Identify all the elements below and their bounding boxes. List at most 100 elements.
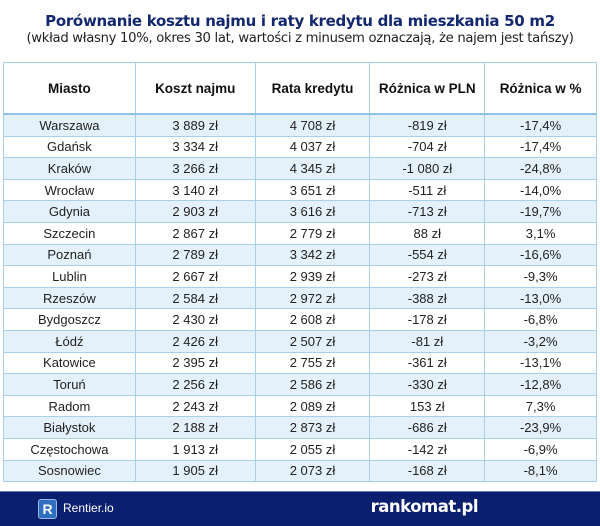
table-cell: 4 345 zł	[254, 157, 371, 180]
table-cell: -24,8%	[484, 157, 597, 180]
table-cell: -704 zł	[369, 135, 486, 159]
table-cell: 3 342 zł	[254, 243, 371, 267]
table-cell: -13,0%	[484, 286, 597, 310]
table-cell: 2 073 zł	[254, 459, 371, 483]
table-cell: -142 zł	[369, 437, 486, 461]
table-cell: 153 zł	[369, 394, 486, 418]
table-cell: 3 616 zł	[254, 200, 371, 223]
table-cell: 1 905 zł	[134, 459, 256, 483]
table-cell: Kraków	[3, 157, 136, 180]
table-cell: Rzeszów	[3, 286, 136, 310]
table-cell: 1 913 zł	[134, 437, 256, 461]
table-row: Bydgoszcz 2 430 zł 2 608 zł -178 zł -6,8%	[3, 308, 597, 331]
table-row: Warszawa 3 889 zł 4 708 zł -819 zł -17,4%	[3, 113, 597, 137]
table-cell: -16,6%	[484, 243, 597, 267]
table-cell: -168 zł	[369, 459, 486, 483]
table-cell: 3 651 zł	[254, 178, 371, 202]
table-cell: -19,7%	[484, 200, 597, 223]
table-cell: 3,1%	[484, 221, 597, 245]
table-cell: Warszawa	[3, 113, 136, 137]
table-cell: -686 zł	[369, 416, 486, 439]
table-cell: -361 zł	[369, 351, 486, 375]
table-cell: -178 zł	[369, 308, 486, 331]
column-header: Różnica w PLN	[369, 62, 486, 115]
table-cell: Katowice	[3, 351, 136, 375]
table-cell: -554 zł	[369, 243, 486, 267]
table-cell: Bydgoszcz	[3, 308, 136, 331]
table-cell: 7,3%	[484, 394, 597, 418]
table-row: Gdańsk 3 334 zł 4 037 zł -704 zł -17,4%	[3, 135, 597, 159]
table-cell: -12,8%	[484, 373, 597, 396]
table-cell: 2 586 zł	[254, 373, 371, 396]
column-header: Miasto	[3, 62, 136, 115]
table-cell: -6,8%	[484, 308, 597, 331]
table-cell: -17,4%	[484, 113, 597, 137]
table-row: Poznań 2 789 zł 3 342 zł -554 zł -16,6%	[3, 243, 597, 267]
table-cell: -819 zł	[369, 113, 486, 137]
page-title: Porównanie kosztu najmu i raty kredytu d…	[45, 12, 555, 30]
table-cell: Wrocław	[3, 178, 136, 202]
table-row: Sosnowiec 1 905 zł 2 073 zł -168 zł -8,1%	[3, 459, 597, 483]
table-cell: 3 140 zł	[134, 178, 256, 202]
table-cell: 3 334 zł	[134, 135, 256, 159]
table-cell: -713 zł	[369, 200, 486, 223]
table-cell: Radom	[3, 394, 136, 418]
table-cell: Poznań	[3, 243, 136, 267]
column-header: Rata kredytu	[254, 62, 371, 115]
rankomat-logo: rankomat.pl	[370, 497, 479, 516]
table-cell: 2 507 zł	[254, 329, 371, 353]
table-cell: 4 037 zł	[254, 135, 371, 159]
column-header: Różnica w %	[484, 62, 597, 115]
table-cell: 2 903 zł	[134, 200, 256, 223]
table-cell: 2 256 zł	[134, 373, 256, 396]
table-row: Lublin 2 667 zł 2 939 zł -273 zł -9,3%	[3, 265, 597, 288]
table-row: Radom 2 243 zł 2 089 zł 153 zł 7,3%	[3, 394, 597, 418]
table-cell: -3,2%	[484, 329, 597, 353]
comparison-table: Miasto Koszt najmu Rata kredytu Różnica w P…	[3, 62, 597, 483]
table-cell: -23,9%	[484, 416, 597, 439]
rentier-logo-icon: R	[38, 499, 57, 519]
table-cell: 2 430 zł	[134, 308, 256, 331]
table-cell: -8,1%	[484, 459, 597, 483]
table-cell: Lublin	[3, 265, 136, 288]
table-cell: 2 243 zł	[134, 394, 256, 418]
table-row: Wrocław 3 140 zł 3 651 zł -511 zł -14,0%	[3, 178, 597, 202]
table-cell: Sosnowiec	[3, 459, 136, 483]
table-cell: 2 426 zł	[134, 329, 256, 353]
table-row: Białystok 2 188 zł 2 873 zł -686 zł -23,9%	[3, 416, 597, 439]
table-cell: 4 708 zł	[254, 113, 371, 137]
table-cell: 2 789 zł	[134, 243, 256, 267]
table-row: Łódź 2 426 zł 2 507 zł -81 zł -3,2%	[3, 329, 597, 353]
table-cell: -9,3%	[484, 265, 597, 288]
table-cell: -17,4%	[484, 135, 597, 159]
table-cell: 2 972 zł	[254, 286, 371, 310]
table-cell: -1 080 zł	[369, 157, 486, 180]
table-cell: Częstochowa	[3, 437, 136, 461]
table-cell: 3 889 zł	[134, 113, 256, 137]
table-row: Gdynia 2 903 zł 3 616 zł -713 zł -19,7%	[3, 200, 597, 223]
table-cell: -388 zł	[369, 286, 486, 310]
table-row: Toruń 2 256 zł 2 586 zł -330 zł -12,8%	[3, 373, 597, 396]
table-cell: Białystok	[3, 416, 136, 439]
table-row: Częstochowa 1 913 zł 2 055 zł -142 zł -6,9%	[3, 437, 597, 461]
table-cell: 2 188 zł	[134, 416, 256, 439]
table-row: Rzeszów 2 584 zł 2 972 zł -388 zł -13,0%	[3, 286, 597, 310]
table-cell: 2 395 zł	[134, 351, 256, 375]
table-cell: 3 266 zł	[134, 157, 256, 180]
column-header: Koszt najmu	[134, 62, 256, 115]
table-cell: -13,1%	[484, 351, 597, 375]
table-cell: -273 zł	[369, 265, 486, 288]
table-cell: 2 584 zł	[134, 286, 256, 310]
table-cell: Szczecin	[3, 221, 136, 245]
table-cell: 2 939 zł	[254, 265, 371, 288]
table-row: Kraków 3 266 zł 4 345 zł -1 080 zł -24,8%	[3, 157, 597, 180]
table-cell: 2 608 zł	[254, 308, 371, 331]
table-cell: -6,9%	[484, 437, 597, 461]
table-cell: -81 zł	[369, 329, 486, 353]
table-cell: 2 873 zł	[254, 416, 371, 439]
table-cell: -14,0%	[484, 178, 597, 202]
table-row: Szczecin 2 867 zł 2 779 zł 88 zł 3,1%	[3, 221, 597, 245]
table-cell: Łódź	[3, 329, 136, 353]
rentier-name: Rentier.io	[63, 501, 114, 515]
table-cell: 2 055 zł	[254, 437, 371, 461]
